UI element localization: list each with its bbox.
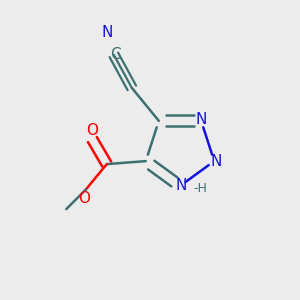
Text: C: C [110,47,121,62]
Text: O: O [86,123,98,138]
Text: O: O [78,191,90,206]
Text: -H: -H [194,182,207,195]
Text: N: N [196,112,207,127]
Text: N: N [210,154,221,169]
Text: N: N [176,178,187,194]
Text: N: N [101,25,112,40]
